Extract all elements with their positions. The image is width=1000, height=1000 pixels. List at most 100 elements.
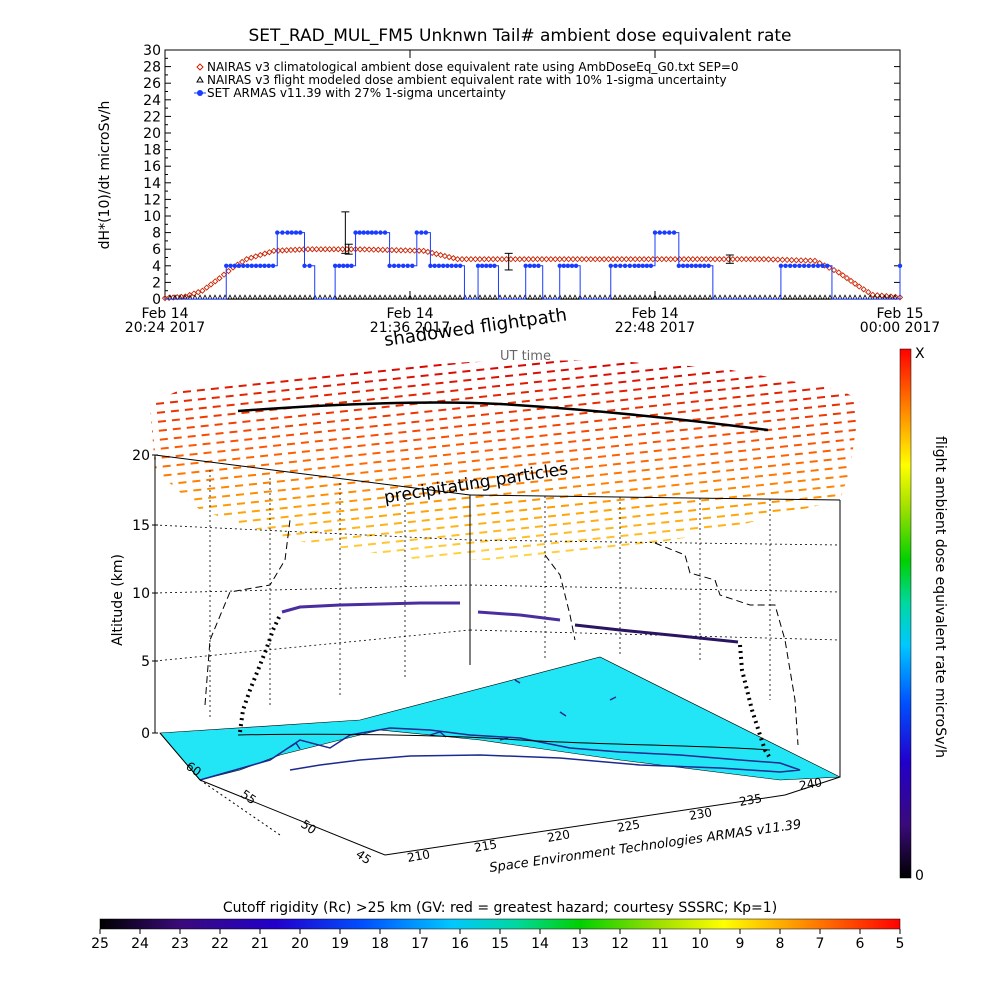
nairas-climatological-point <box>860 286 867 293</box>
nairas-flight-point <box>247 294 253 300</box>
flight-cruise-2 <box>477 610 561 622</box>
rigidity-tick-label: 15 <box>491 936 509 952</box>
nairas-flight-point <box>452 294 458 300</box>
nairas-climatological-point <box>348 246 355 253</box>
nairas-flight-point <box>262 294 268 300</box>
armas-point <box>387 263 392 268</box>
nairas-flight-point <box>567 294 573 300</box>
nairas-flight-point <box>702 294 708 300</box>
rigidity-tick-label: 11 <box>651 936 669 952</box>
annotation-ut-time: UT time <box>500 349 551 364</box>
nairas-climatological-point <box>729 256 736 263</box>
nairas-climatological-point <box>490 256 497 263</box>
nairas-flight-point <box>672 294 678 300</box>
x-tick-label-time: 21:36 2017 <box>370 320 450 336</box>
armas-point <box>689 263 694 268</box>
nairas-climatological-point <box>802 257 809 264</box>
armas-point <box>289 230 294 235</box>
altitude-ticks: 0 5 10 15 20 <box>132 448 158 742</box>
nairas-flight-point <box>457 294 463 300</box>
nairas-climatological-point <box>760 256 768 263</box>
nairas-climatological-point <box>779 256 786 263</box>
nairas-climatological-point <box>339 246 346 253</box>
armas-point <box>382 230 388 235</box>
armas-point <box>820 263 825 268</box>
y-tick-label: 14 <box>143 176 161 192</box>
nairas-flight-point <box>652 294 658 300</box>
nairas-climatological-point <box>248 254 255 261</box>
rigidity-tick-label: 22 <box>211 936 229 952</box>
nairas-flight-point <box>272 294 278 300</box>
armas-point <box>680 263 686 268</box>
nairas-climatological-point <box>476 256 483 263</box>
armas-point <box>253 263 259 268</box>
nairas-flight-point <box>407 294 413 300</box>
nairas-climatological-point <box>361 246 368 253</box>
nairas-climatological-point <box>667 256 674 263</box>
precipitating-particle-field <box>150 360 860 560</box>
armas-point <box>307 263 312 268</box>
nairas-climatological-point <box>592 256 599 263</box>
armas-point <box>636 263 641 268</box>
armas-point <box>245 263 250 268</box>
y-tick-label: 26 <box>143 76 161 92</box>
nairas-climatological-point <box>835 269 842 276</box>
nairas-climatological-point <box>565 256 572 263</box>
rigidity-tick-label: 14 <box>531 936 549 952</box>
rigidity-tick-label: 16 <box>451 936 469 952</box>
armas-point <box>337 263 342 268</box>
armas-point <box>232 263 237 268</box>
armas-point <box>685 263 690 268</box>
rigidity-tick-label: 7 <box>816 936 825 952</box>
armas-point <box>640 263 645 268</box>
nairas-flight-point <box>697 294 703 300</box>
nairas-climatological-point <box>623 256 630 263</box>
latitude-tick-label: 55 <box>238 787 259 807</box>
armas-point <box>527 263 533 268</box>
altitude-tick-label: 0 <box>141 726 150 742</box>
nairas-climatological-point <box>807 257 814 264</box>
longitude-tick-label: 225 <box>616 817 641 835</box>
armas-point <box>436 263 442 268</box>
armas-point <box>361 230 366 235</box>
nairas-climatological-point <box>238 258 246 266</box>
longitude-ticks: 210 215 220 225 230 235 240 <box>406 775 823 865</box>
nairas-climatological-point <box>742 256 750 263</box>
armas-point <box>349 263 354 268</box>
nairas-climatological-point <box>516 256 523 263</box>
nairas-climatological-point <box>458 256 466 263</box>
armas-point <box>806 263 811 268</box>
nairas-flight-point <box>692 294 698 300</box>
nairas-climatological-point <box>874 292 881 299</box>
x-tick-label-date: Feb 14 <box>631 306 678 322</box>
nairas-climatological-point <box>467 256 475 263</box>
nairas-flight-point <box>442 294 448 300</box>
series-layer <box>161 211 904 302</box>
armas-point <box>428 263 433 268</box>
armas-point <box>475 263 481 268</box>
armas-point <box>266 263 271 268</box>
x-tick-label-date: Feb 15 <box>876 306 923 322</box>
nairas-climatological-point <box>609 256 617 263</box>
nairas-climatological-point <box>243 256 250 263</box>
armas-point <box>632 263 637 268</box>
nairas-flight-point <box>477 294 483 300</box>
legend-marker-triangle <box>196 76 204 83</box>
nairas-flight-point <box>662 294 668 300</box>
armas-point <box>270 263 276 268</box>
rigidity-colorbar-gradient <box>99 918 901 930</box>
nairas-climatological-point <box>326 246 333 253</box>
legend-marker-circle <box>197 90 203 96</box>
nairas-climatological-point <box>450 254 457 262</box>
altitude-tick-label: 10 <box>132 586 150 602</box>
nairas-climatological-point <box>847 277 855 285</box>
nairas-flight-point <box>447 294 453 300</box>
armas-point <box>557 263 562 268</box>
armas-point <box>258 263 263 268</box>
armas-point <box>787 263 793 268</box>
legend-marker-diamond <box>196 63 204 71</box>
nairas-flight-point <box>287 294 293 300</box>
nairas-climatological-point <box>415 247 423 254</box>
nairas-climatological-point <box>797 257 805 264</box>
nairas-flight-point <box>647 294 653 300</box>
